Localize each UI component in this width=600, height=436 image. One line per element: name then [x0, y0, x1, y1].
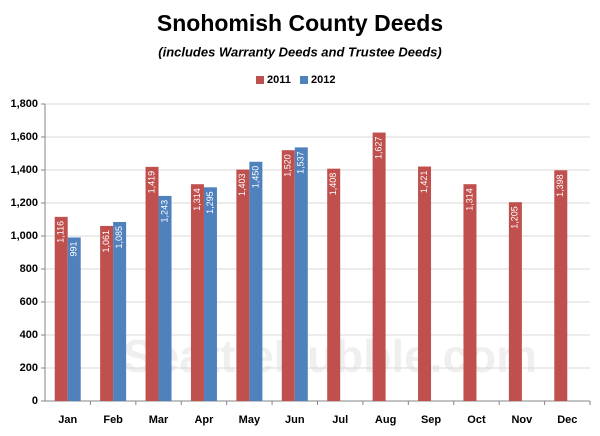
value-label: 1,243 [159, 200, 169, 223]
x-tick-label: Oct [467, 414, 486, 426]
bar [418, 166, 432, 401]
value-label: 1,450 [250, 166, 260, 189]
bar [145, 166, 159, 401]
value-label: 1,314 [192, 188, 202, 211]
legend-swatch [256, 76, 264, 84]
value-label: 1,537 [296, 151, 306, 174]
x-tick-label: Sep [421, 414, 441, 426]
bar [463, 184, 477, 401]
x-tick-label: May [239, 414, 261, 426]
x-tick-label: Jun [285, 414, 305, 426]
value-label: 1,295 [205, 191, 215, 214]
bar [67, 237, 81, 401]
bar [294, 147, 308, 401]
value-label: 1,421 [419, 171, 429, 194]
y-tick-label: 1,200 [10, 197, 38, 209]
x-tick-label: Mar [149, 414, 169, 426]
y-tick-label: 1,800 [10, 98, 38, 110]
y-tick-label: 0 [32, 395, 38, 407]
y-tick-label: 1,600 [10, 131, 38, 143]
x-tick-label: Apr [194, 414, 214, 426]
x-tick-label: Feb [103, 414, 123, 426]
bar [281, 150, 295, 401]
y-tick-label: 600 [20, 296, 38, 308]
y-tick-label: 1,000 [10, 230, 38, 242]
value-label: 1,116 [56, 221, 66, 243]
value-label: 991 [69, 241, 79, 256]
x-tick-label: Jul [332, 414, 348, 426]
y-tick-label: 200 [20, 362, 38, 374]
value-label: 1,419 [146, 171, 156, 194]
bar [158, 195, 172, 401]
bar [554, 170, 568, 401]
bar [327, 168, 341, 401]
value-label: 1,061 [101, 230, 111, 253]
value-label: 1,398 [555, 174, 565, 197]
value-label: 1,627 [374, 137, 384, 160]
bar [113, 221, 127, 401]
x-tick-label: Nov [511, 414, 533, 426]
value-label: 1,085 [114, 226, 124, 249]
legend-label: 2012 [311, 74, 335, 86]
x-tick-label: Dec [557, 414, 577, 426]
value-label: 1,403 [237, 174, 247, 197]
bar [372, 132, 386, 402]
chart-title: Snohomish County Deeds [157, 10, 443, 36]
bar [203, 187, 217, 401]
value-label: 1,314 [464, 188, 474, 211]
y-tick-label: 800 [20, 263, 38, 275]
legend-swatch [300, 76, 308, 84]
bar [190, 184, 204, 401]
value-label: 1,520 [283, 154, 293, 177]
bar [249, 161, 263, 401]
y-tick-label: 400 [20, 329, 38, 341]
bar [508, 202, 522, 401]
value-label: 1,408 [328, 173, 338, 196]
x-tick-label: Jan [58, 414, 77, 426]
bar [54, 216, 68, 401]
legend-label: 2011 [267, 74, 291, 86]
y-tick-label: 1,400 [10, 164, 38, 176]
value-label: 1,205 [510, 206, 520, 229]
x-tick-label: Aug [375, 414, 396, 426]
bar [100, 225, 114, 401]
bar [236, 169, 250, 401]
chart-subtitle: (includes Warranty Deeds and Trustee Dee… [158, 44, 441, 59]
